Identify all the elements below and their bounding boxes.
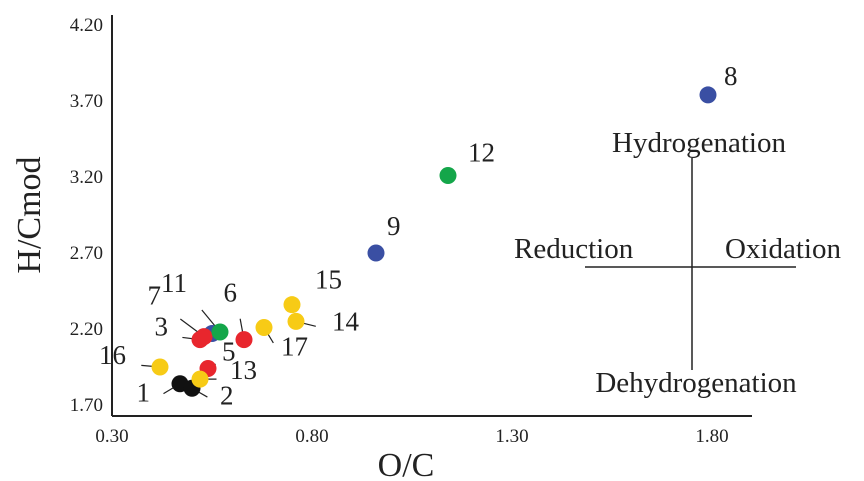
hydrogenation-label: Hydrogenation — [612, 127, 786, 159]
point-label-1: 1 — [137, 378, 151, 408]
data-point-17 — [255, 318, 273, 336]
point-label-2: 2 — [220, 380, 234, 410]
point-label-13: 13 — [230, 355, 257, 385]
data-point-13 — [191, 370, 209, 388]
point-label-5: 5 — [222, 337, 236, 367]
y-tick-label: 1.70 — [70, 395, 103, 416]
y-axis-label: H/Cmod — [11, 156, 48, 273]
y-tick-label: 2.20 — [70, 319, 103, 340]
x-tick-label: 0.80 — [295, 426, 328, 447]
data-point-6 — [235, 331, 253, 349]
reduction-label: Reduction — [514, 233, 634, 265]
point-label-11: 11 — [161, 268, 187, 298]
x-axis-label: O/C — [378, 447, 435, 481]
point-label-3: 3 — [155, 312, 169, 342]
point-label-12: 12 — [468, 137, 495, 167]
data-point-15 — [283, 296, 301, 314]
y-tick-labels: 1.70 2.20 2.70 3.20 3.70 4.20 — [70, 15, 103, 416]
data-point-7 — [195, 328, 213, 346]
point-label-9: 9 — [387, 211, 401, 241]
x-tick-label: 1.80 — [695, 426, 728, 447]
data-point-11 — [211, 323, 229, 341]
data-point-8 — [699, 86, 717, 104]
point-label-17: 17 — [281, 331, 308, 361]
point-label-8: 8 — [724, 61, 738, 91]
dehydrogenation-label: Dehydrogenation — [595, 367, 797, 399]
point-label-15: 15 — [315, 265, 342, 295]
point-label-16: 16 — [99, 340, 126, 370]
oxidation-label: Oxidation — [725, 233, 841, 265]
point-label-14: 14 — [332, 306, 360, 336]
quadrant-diagram: Hydrogenation Reduction Oxidation Dehydr… — [514, 127, 841, 399]
y-tick-label: 3.70 — [70, 91, 103, 112]
data-point-14 — [287, 312, 305, 330]
point-label-7: 7 — [148, 281, 162, 311]
y-tick-label: 3.20 — [70, 167, 103, 188]
data-point-16 — [151, 358, 169, 376]
x-tick-label: 1.30 — [495, 426, 528, 447]
axes — [111, 15, 752, 417]
x-tick-labels: 0.30 0.80 1.30 1.80 — [95, 426, 728, 447]
x-tick-label: 0.30 — [95, 426, 128, 447]
y-tick-label: 2.70 — [70, 243, 103, 264]
point-label-6: 6 — [224, 278, 238, 308]
data-point-9 — [367, 244, 385, 262]
data-point-12 — [439, 166, 457, 184]
y-tick-label: 4.20 — [70, 15, 103, 36]
data-points — [151, 86, 717, 397]
